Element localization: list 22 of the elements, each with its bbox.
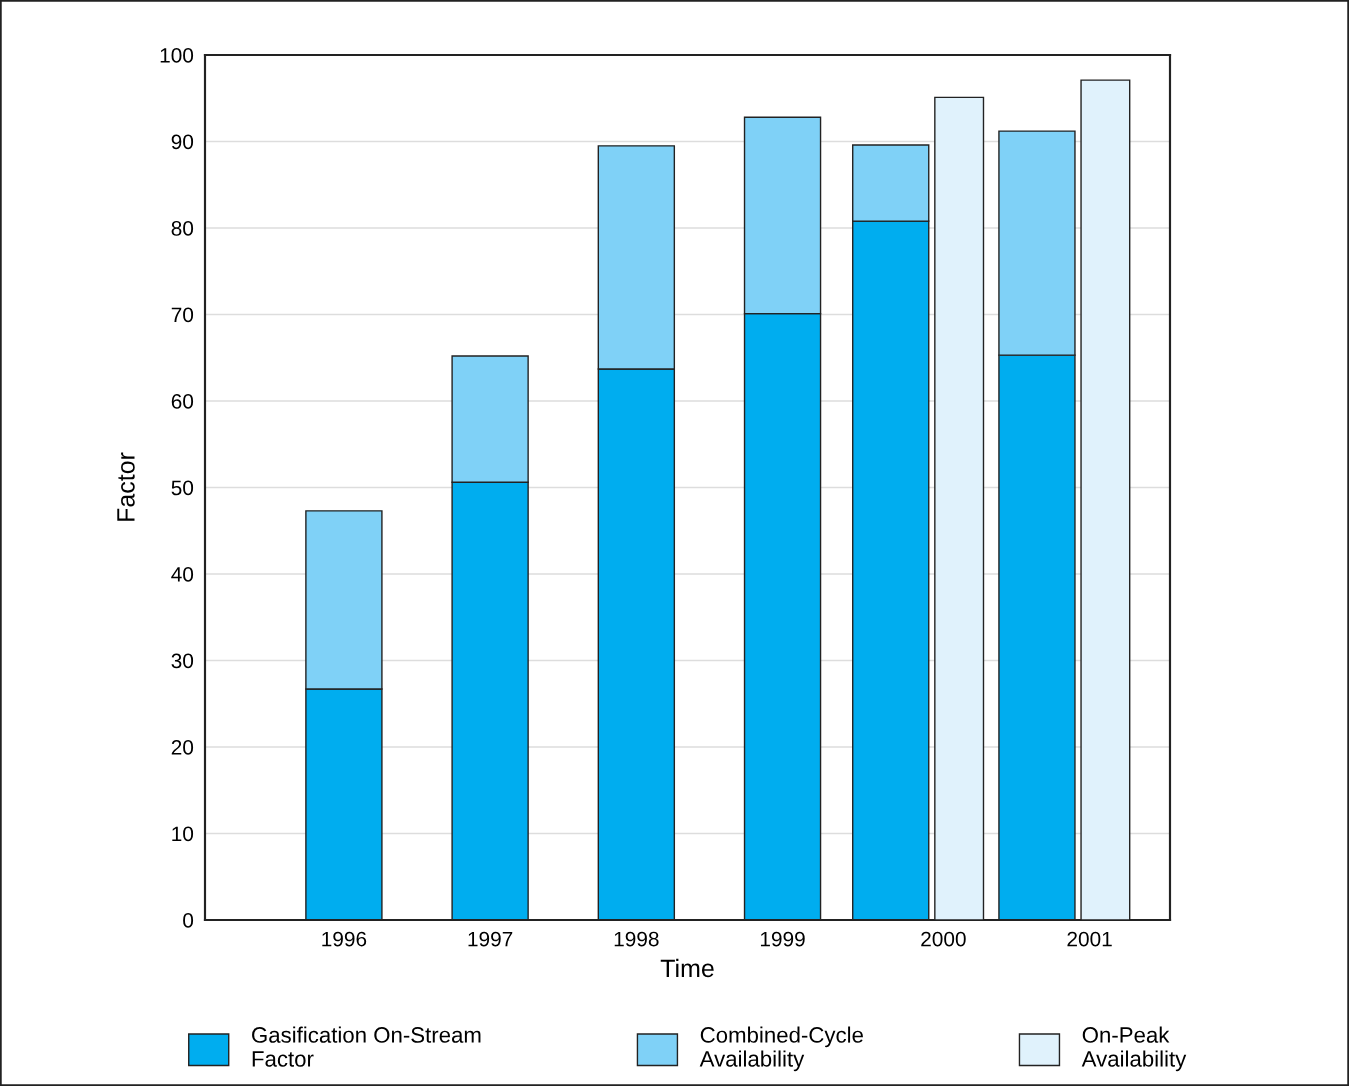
- y-tick-label: 40: [171, 567, 194, 582]
- y-tick-label: 70: [171, 307, 194, 323]
- x-tick-label: 2000: [921, 931, 966, 947]
- x-tick-label: 1997: [468, 931, 513, 947]
- x-tick-label: 1998: [614, 931, 659, 947]
- y-tick-label: 20: [171, 740, 194, 755]
- y-axis-title: Factor: [117, 452, 135, 521]
- x-tick-label: 1996: [322, 931, 367, 947]
- y-tick-label: 10: [172, 826, 194, 842]
- y-tick-label: 30: [171, 653, 194, 669]
- x-tick-label: 1999: [760, 931, 805, 947]
- legend-label: On-Peak Availability: [1081, 1026, 1187, 1072]
- legend-label: Gasification On-Stream Factor: [252, 1026, 481, 1067]
- y-tick-label: 0: [183, 913, 194, 928]
- x-tick-label: 2001: [1067, 931, 1112, 947]
- legend-label: Combined-Cycle Availability: [699, 1026, 863, 1072]
- x-axis-title: Time: [660, 958, 714, 978]
- y-tick-label: 100: [160, 48, 194, 63]
- y-tick-label: 50: [171, 480, 194, 496]
- y-tick-label: 80: [171, 221, 194, 236]
- y-tick-label: 60: [171, 394, 194, 409]
- y-tick-label: 90: [171, 134, 194, 150]
